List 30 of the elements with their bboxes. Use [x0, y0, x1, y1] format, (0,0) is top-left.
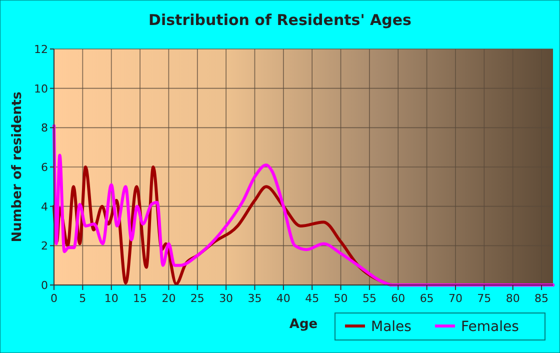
x-tick-label: 30: [219, 292, 234, 305]
y-tick-label: 6: [41, 161, 48, 174]
y-tick-label: 2: [41, 240, 48, 253]
x-tick-label: 5: [79, 292, 86, 305]
y-tick-label: 8: [41, 122, 48, 135]
legend-label: Females: [461, 319, 519, 335]
x-tick-label: 85: [534, 292, 549, 305]
x-tick-label: 65: [420, 292, 434, 305]
x-tick-label: 45: [305, 292, 320, 305]
x-tick-label: 35: [248, 292, 262, 305]
x-axis-title: Age: [289, 317, 318, 332]
y-tick-label: 12: [34, 43, 48, 56]
y-tick-label: 10: [34, 82, 48, 96]
x-tick-label: 70: [448, 292, 462, 305]
x-tick-label: 10: [104, 292, 118, 305]
x-tick-label: 75: [477, 292, 492, 305]
x-tick-label: 80: [506, 292, 520, 305]
x-tick-label: 0: [50, 292, 58, 305]
y-tick-label: 4: [41, 200, 48, 214]
x-tick-label: 15: [133, 292, 148, 305]
legend-label: Males: [371, 319, 412, 335]
x-tick-label: 60: [391, 292, 406, 305]
x-tick-label: 50: [334, 292, 348, 305]
x-tick-label: 40: [276, 292, 290, 305]
y-axis-title: Number of residents: [10, 91, 25, 242]
chart-title: Distribution of Residents' Ages: [148, 11, 412, 29]
x-tick-label: 25: [190, 292, 204, 305]
x-tick-label: 20: [162, 292, 176, 305]
y-tick-label: 0: [41, 279, 48, 292]
x-tick-label: 55: [362, 292, 376, 305]
